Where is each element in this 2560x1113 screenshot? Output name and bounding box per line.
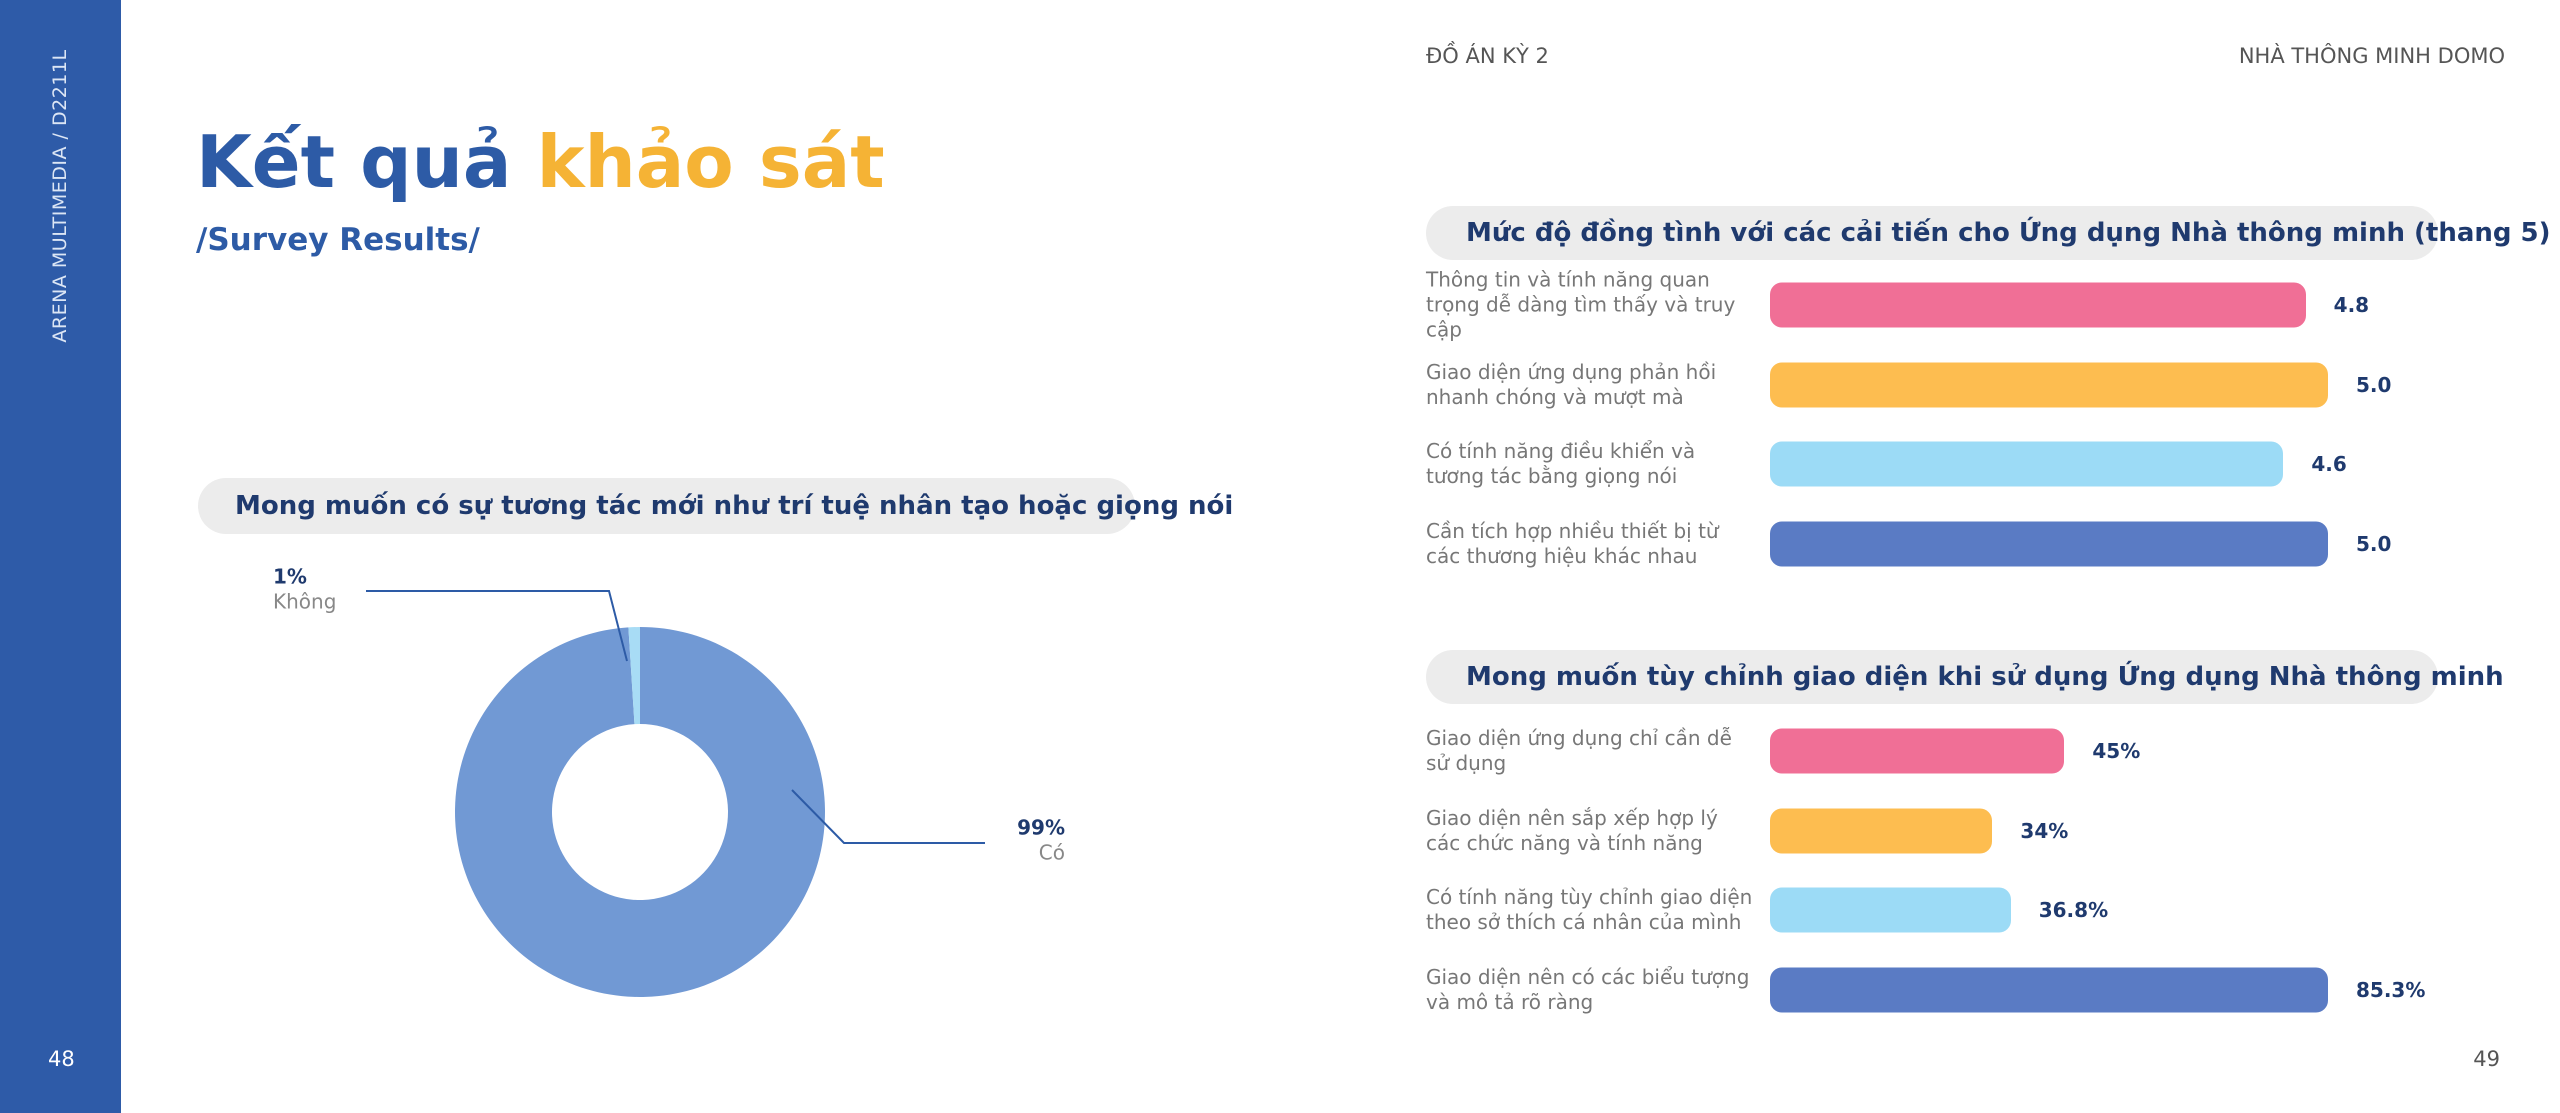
- pie-slice: [455, 627, 826, 997]
- page-number: 48: [48, 1047, 75, 1071]
- value-label: 1%: [273, 565, 307, 589]
- category-label: Có: [1039, 841, 1065, 865]
- category-label: Không: [273, 590, 336, 614]
- value-label: 36.8%: [2038, 898, 2109, 922]
- chart-title: Mong muốn tùy chỉnh giao diện khi sử dụn…: [1426, 650, 2504, 704]
- sidebar: [0, 0, 121, 1113]
- value-label: 4.8: [2333, 293, 2370, 317]
- value-label: 4.6: [2311, 452, 2347, 476]
- value-label: 85.3%: [2356, 977, 2426, 1002]
- page-number: 49: [2473, 1047, 2500, 1071]
- bar: [1770, 887, 2011, 933]
- bar: [1770, 282, 2306, 328]
- bar: [1770, 362, 2328, 407]
- bar: [1770, 441, 2284, 487]
- bar: [1770, 521, 2328, 566]
- value-label: 45%: [2092, 739, 2141, 763]
- category-label: Giao diện nên có các biểu tượng và mô tả…: [1426, 964, 1750, 1014]
- category-label: Giao diện ứng dụng chỉ cần dễ sử dụng: [1426, 726, 1732, 775]
- category-label: Giao diện nên sắp xếp hợp lý các chức nă…: [1426, 805, 1718, 855]
- leader-line: [791, 789, 985, 844]
- header-left: ĐỒ ÁN KỲ 2: [1426, 44, 1549, 68]
- pie-slice: [628, 627, 640, 725]
- heading: Kết quả khảo sát: [196, 120, 885, 204]
- leader-line: [366, 590, 628, 662]
- value-label: 99%: [1017, 816, 1065, 840]
- heading-part: Kết quả: [196, 120, 512, 204]
- category-label: Thông tin và tính năng quan trọng dễ dàn…: [1426, 267, 1736, 342]
- bar: [1770, 967, 2328, 1012]
- heading-part: khảo sát: [536, 120, 885, 204]
- category-label: Có tính năng điều khiển và tương tác bằn…: [1426, 439, 1696, 488]
- category-label: Cần tích hợp nhiều thiết bị từ các thươn…: [1426, 518, 1719, 568]
- subtitle: /Survey Results/: [196, 222, 480, 258]
- header-right: NHÀ THÔNG MINH DOMO: [2238, 44, 2505, 68]
- value-label: 34%: [2020, 818, 2069, 843]
- category-label: Có tính năng tùy chỉnh giao diện theo sở…: [1426, 885, 1753, 934]
- pie-chart: 99%Có 1%Không: [273, 565, 1065, 997]
- bar: [1770, 808, 1993, 853]
- value-label: 5.0: [2356, 531, 2392, 556]
- category-label: Giao diện ứng dụng phản hồi nhanh chóng …: [1426, 359, 1717, 409]
- value-label: 5.0: [2356, 372, 2392, 397]
- chart-title: Mức độ đồng tình với các cải tiến cho Ứn…: [1426, 206, 2551, 260]
- chart-title: Mong muốn có sự tương tác mới như trí tu…: [198, 478, 1233, 534]
- bar: [1770, 728, 2065, 774]
